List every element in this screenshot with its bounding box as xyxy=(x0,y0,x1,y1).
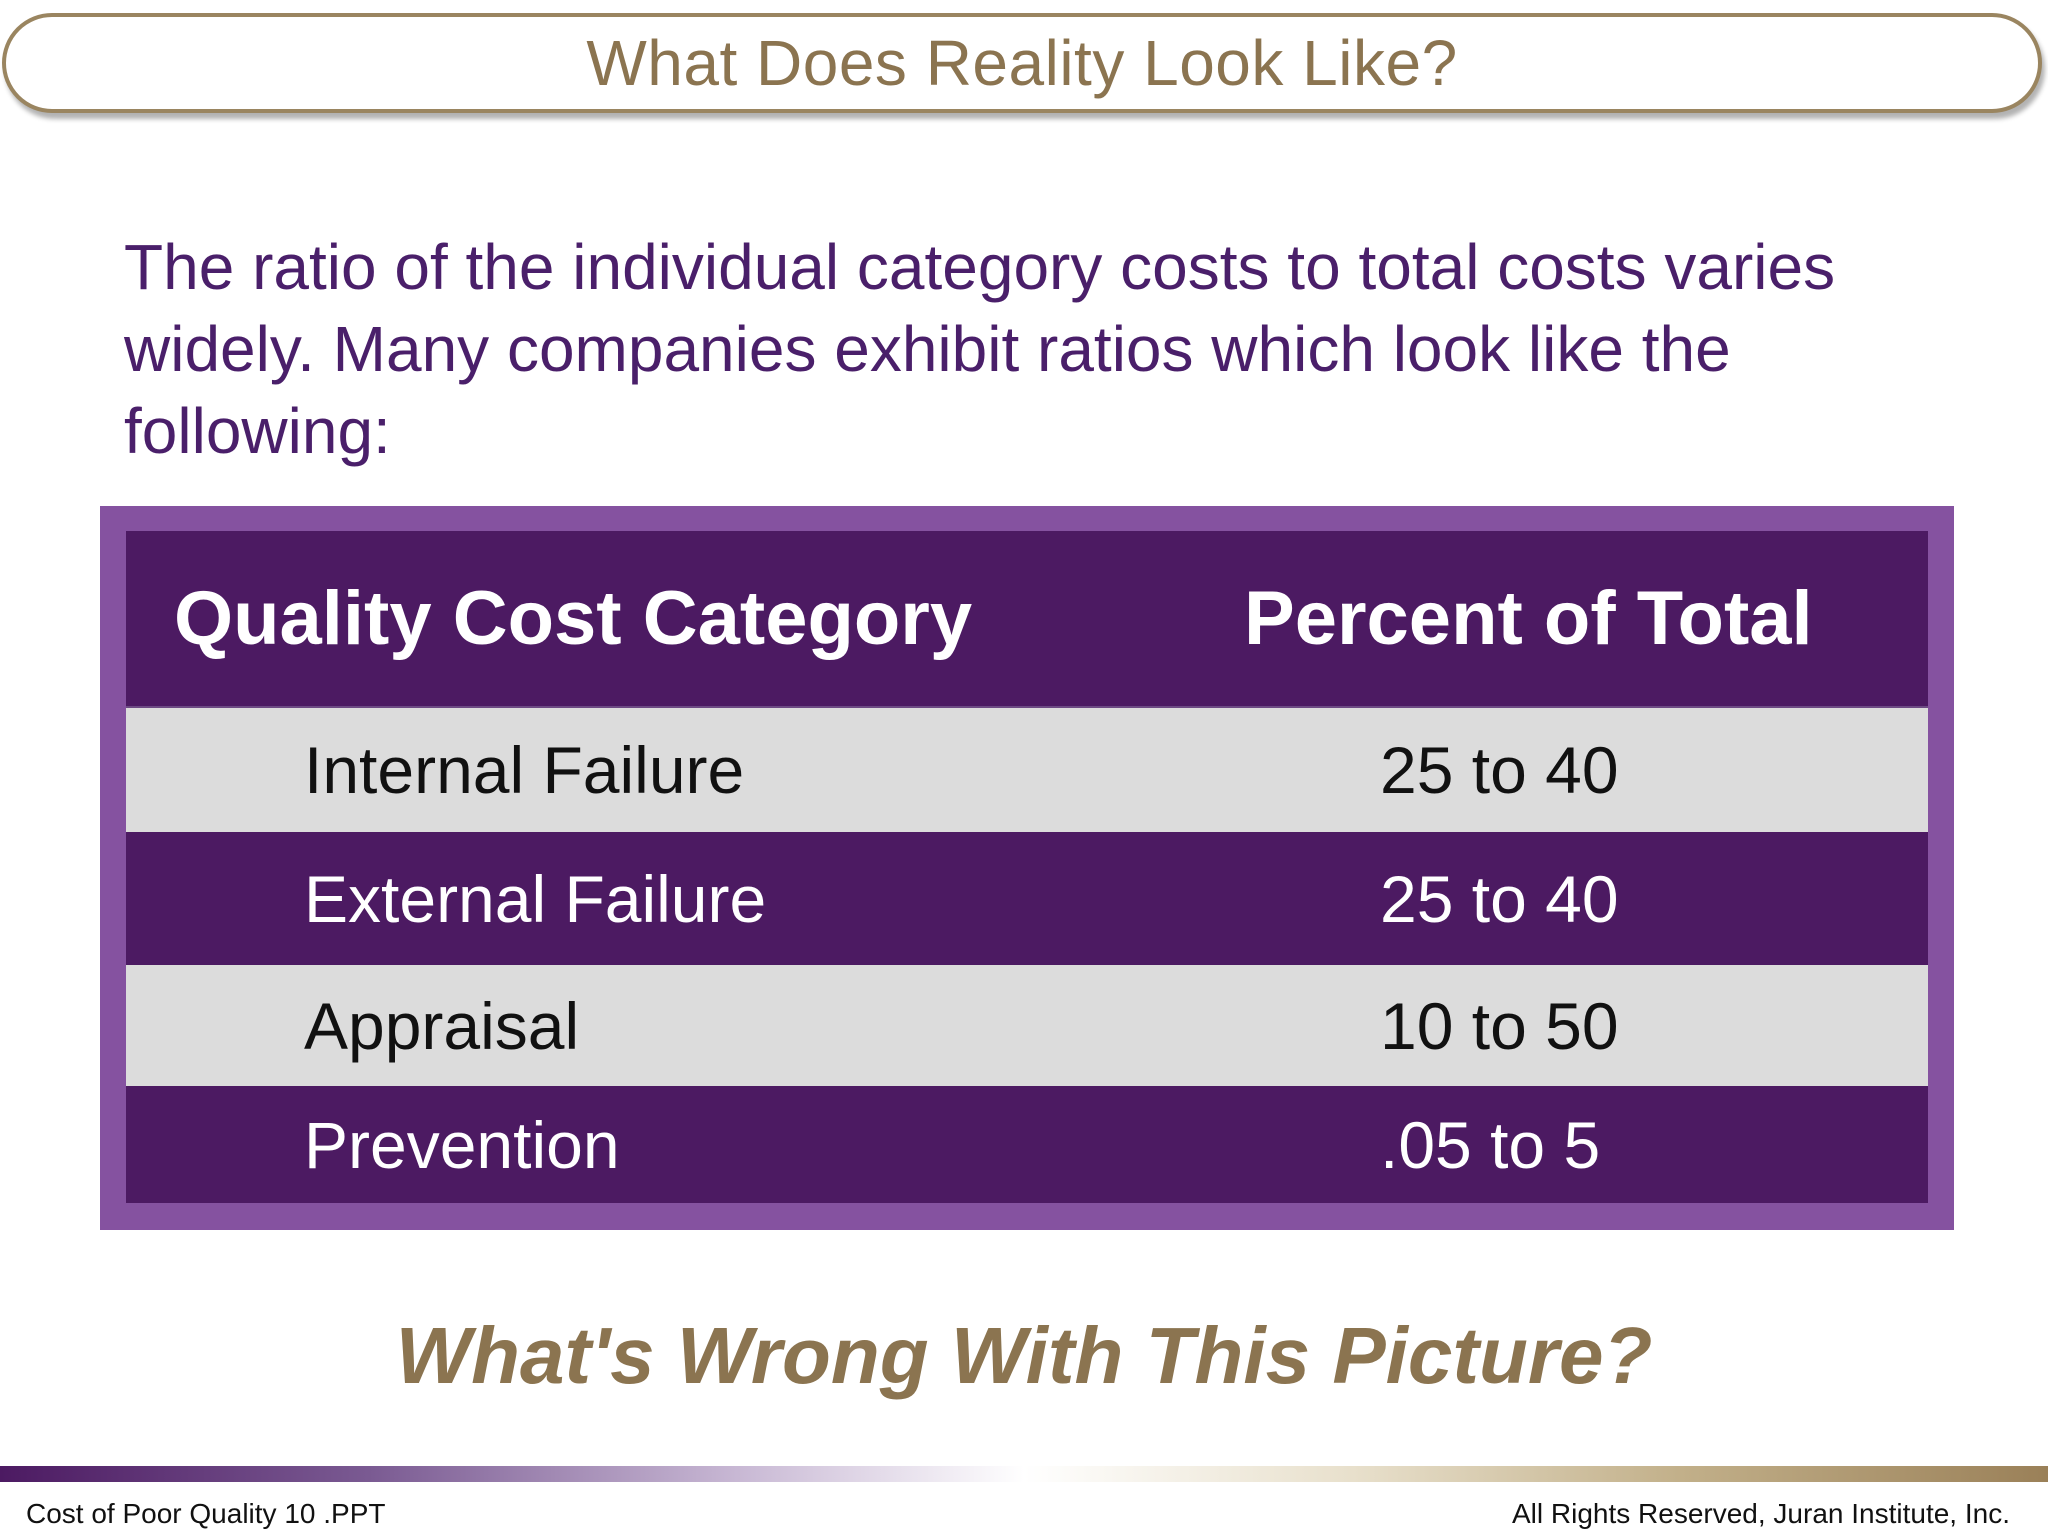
table-row: Internal Failure 25 to 40 xyxy=(126,706,1928,832)
row-percent: 25 to 40 xyxy=(1380,861,1619,936)
row-percent: 10 to 50 xyxy=(1380,988,1619,1063)
footer-gradient-bar xyxy=(0,1466,2048,1482)
table-row: Prevention .05 to 5 xyxy=(126,1086,1928,1203)
slide-title: What Does Reality Look Like? xyxy=(586,27,1458,99)
header-percent: Percent of Total xyxy=(1244,576,1813,661)
table-row: External Failure 25 to 40 xyxy=(126,832,1928,965)
footer-copyright: All Rights Reserved, Juran Institute, In… xyxy=(1512,1498,2010,1529)
row-category: Internal Failure xyxy=(304,733,745,807)
intro-paragraph: The ratio of the individual category cos… xyxy=(124,231,1836,467)
row-category: External Failure xyxy=(304,861,767,936)
title-banner: What Does Reality Look Like? xyxy=(2,13,2042,113)
row-percent: 25 to 40 xyxy=(1380,733,1619,807)
footer-file-name: Cost of Poor Quality 10 .PPT xyxy=(26,1498,386,1529)
table-header-row: Quality Cost Category Percent of Total xyxy=(126,531,1928,706)
quality-cost-table: Quality Cost Category Percent of Total I… xyxy=(126,531,1928,1203)
table-row: Appraisal 10 to 50 xyxy=(126,965,1928,1086)
row-percent: .05 to 5 xyxy=(1380,1107,1601,1182)
row-category: Prevention xyxy=(304,1107,620,1182)
header-category: Quality Cost Category xyxy=(174,576,973,661)
closing-question: What's Wrong With This Picture? xyxy=(395,1311,1653,1400)
row-category: Appraisal xyxy=(304,988,580,1063)
